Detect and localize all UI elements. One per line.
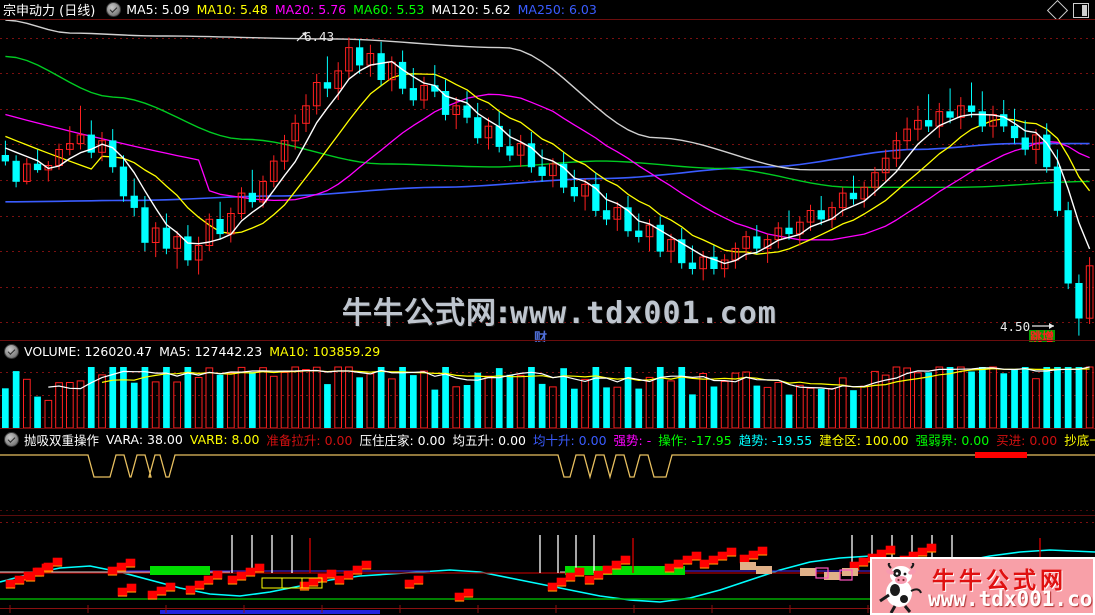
panel-icon[interactable] bbox=[1073, 3, 1089, 18]
legend-vol-ma10: MA10: 103859.29 bbox=[269, 344, 381, 359]
legend-ma20: MA20: 5.76 bbox=[274, 2, 347, 17]
legend-jws: 均五升: 0.00 bbox=[452, 433, 526, 448]
site-logo[interactable]: 牛牛公式网 www.tdx001.com bbox=[870, 557, 1095, 615]
legend-vol-ma5: MA5: 127442.23 bbox=[159, 344, 263, 359]
window-title: 宗申动力 (日线) bbox=[3, 4, 96, 19]
logo-url: www.tdx001.com bbox=[928, 587, 1095, 611]
header-divider bbox=[0, 19, 1095, 20]
legend-qushi: 趋势: -19.55 bbox=[738, 433, 813, 448]
legend-chaodi1: 抄底一: -12.00 bbox=[1064, 433, 1095, 448]
legend-ma5: MA5: 5.09 bbox=[126, 2, 190, 17]
indicator-name: 抛吸双重操作 bbox=[24, 433, 100, 448]
volume-indicator-divider bbox=[0, 428, 1095, 429]
legend-jss: 均十升: 0.00 bbox=[533, 433, 607, 448]
legend-ma10: MA10: 5.48 bbox=[196, 2, 268, 17]
legend-volume: VOLUME: 126020.47 bbox=[24, 344, 153, 359]
legend-varb: VARB: 8.00 bbox=[189, 432, 260, 447]
high-price-callout: 6.43 bbox=[304, 29, 335, 44]
logo-title: 牛牛公式网 bbox=[932, 568, 1067, 594]
legend-yzzj: 压住庄家: 0.00 bbox=[359, 433, 446, 448]
candlestick-chart[interactable] bbox=[0, 20, 1095, 340]
low-price-callout: 4.50 bbox=[1000, 319, 1031, 334]
legend-qiangshi: 强势: - bbox=[613, 433, 652, 448]
volume-chart[interactable] bbox=[0, 361, 1095, 428]
chevron-down-icon[interactable] bbox=[106, 2, 122, 17]
indicator-chart[interactable] bbox=[0, 449, 1095, 515]
price-volume-divider bbox=[0, 340, 1095, 341]
low-price-arrow-icon bbox=[1032, 323, 1054, 329]
legend-ma250: MA250: 6.03 bbox=[517, 2, 597, 17]
legend-ma60: MA60: 5.53 bbox=[353, 2, 425, 17]
price-pane-header: 宗申动力 (日线) MA5: 5.09 MA10: 5.48 MA20: 5.7… bbox=[0, 0, 1095, 19]
legend-vara: VARA: 38.00 bbox=[106, 432, 183, 447]
volume-chevron-icon[interactable] bbox=[4, 344, 19, 359]
legend-jiancangqu: 建仓区: 100.00 bbox=[819, 433, 909, 448]
legend-caozuo: 操作: -17.95 bbox=[658, 433, 732, 448]
volume-pane-header: VOLUME: 126020.47 MA5: 127442.23 MA10: 1… bbox=[0, 342, 1095, 361]
window-controls bbox=[1046, 0, 1089, 22]
legend-qiangruojie: 强弱界: 0.00 bbox=[915, 433, 990, 448]
legend-zbls: 准备拉升: 0.00 bbox=[266, 433, 353, 448]
high-price-arrow-icon bbox=[296, 31, 307, 42]
indicator-bottom-divider bbox=[0, 515, 1095, 516]
diamond-icon[interactable] bbox=[1046, 0, 1069, 22]
watermark-text: 牛牛公式网:www.tdx001.com bbox=[342, 296, 777, 331]
cow-mascot-icon bbox=[879, 563, 922, 613]
indicator-chevron-icon[interactable] bbox=[4, 432, 19, 447]
indicator-pane-header: 抛吸双重操作 VARA: 38.00 VARB: 8.00 准备拉升: 0.00… bbox=[0, 430, 1095, 449]
legend-ma120: MA120: 5.62 bbox=[431, 2, 511, 17]
legend-maijin: 买进: 0.00 bbox=[996, 433, 1058, 448]
